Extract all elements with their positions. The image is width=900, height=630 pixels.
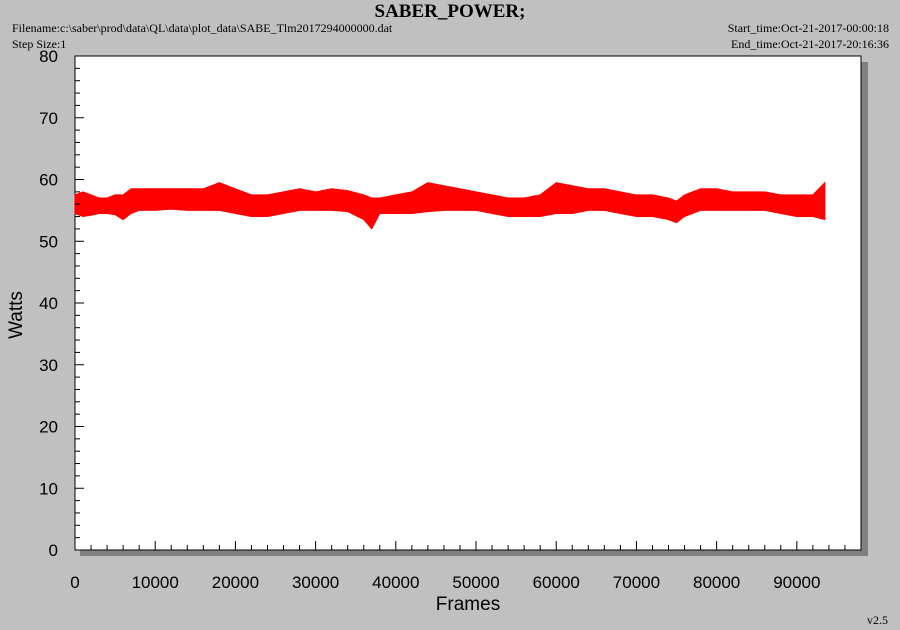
y-tick-label: 30	[39, 356, 58, 375]
x-tick-label: 60000	[533, 573, 580, 592]
axis-layer: 0 10 20 30 40 50 60 70 80 0 10000 20000 30000 40000 50…	[39, 47, 846, 592]
x-tick-label: 30000	[292, 573, 339, 592]
start-time-label: Start_time:Oct-21-2017-00:00:18	[727, 21, 889, 35]
y-tick-label: 50	[39, 232, 58, 251]
step-size-label: Step Size:1	[12, 37, 67, 51]
x-tick-label: 0	[70, 573, 79, 592]
y-tick-label: 10	[39, 479, 58, 498]
filename-label: Filename:c:\saber\prod\data\QL\data\plot…	[12, 21, 393, 35]
y-axis-label: Watts	[6, 291, 27, 339]
x-axis-label: Frames	[436, 594, 500, 615]
x-tick-label: 90000	[773, 573, 820, 592]
y-tick-label: 0	[49, 541, 58, 560]
y-tick-label: 40	[39, 294, 58, 313]
y-tick-label: 70	[39, 109, 58, 128]
y-tick-label: 60	[39, 171, 58, 190]
y-tick-label: 80	[39, 47, 58, 66]
chart-title: SABER_POWER;	[374, 1, 526, 22]
plot-area	[74, 55, 862, 551]
x-tick-label: 10000	[132, 573, 179, 592]
x-tick-label: 50000	[452, 573, 499, 592]
x-tick-label: 70000	[613, 573, 660, 592]
version-label: v2.5	[867, 613, 888, 627]
end-time-label: End_time:Oct-21-2017-20:16:36	[731, 37, 889, 51]
y-tick-label: 20	[39, 418, 58, 437]
x-tick-label: 20000	[212, 573, 259, 592]
x-tick-label: 40000	[372, 573, 419, 592]
x-tick-label: 80000	[693, 573, 740, 592]
